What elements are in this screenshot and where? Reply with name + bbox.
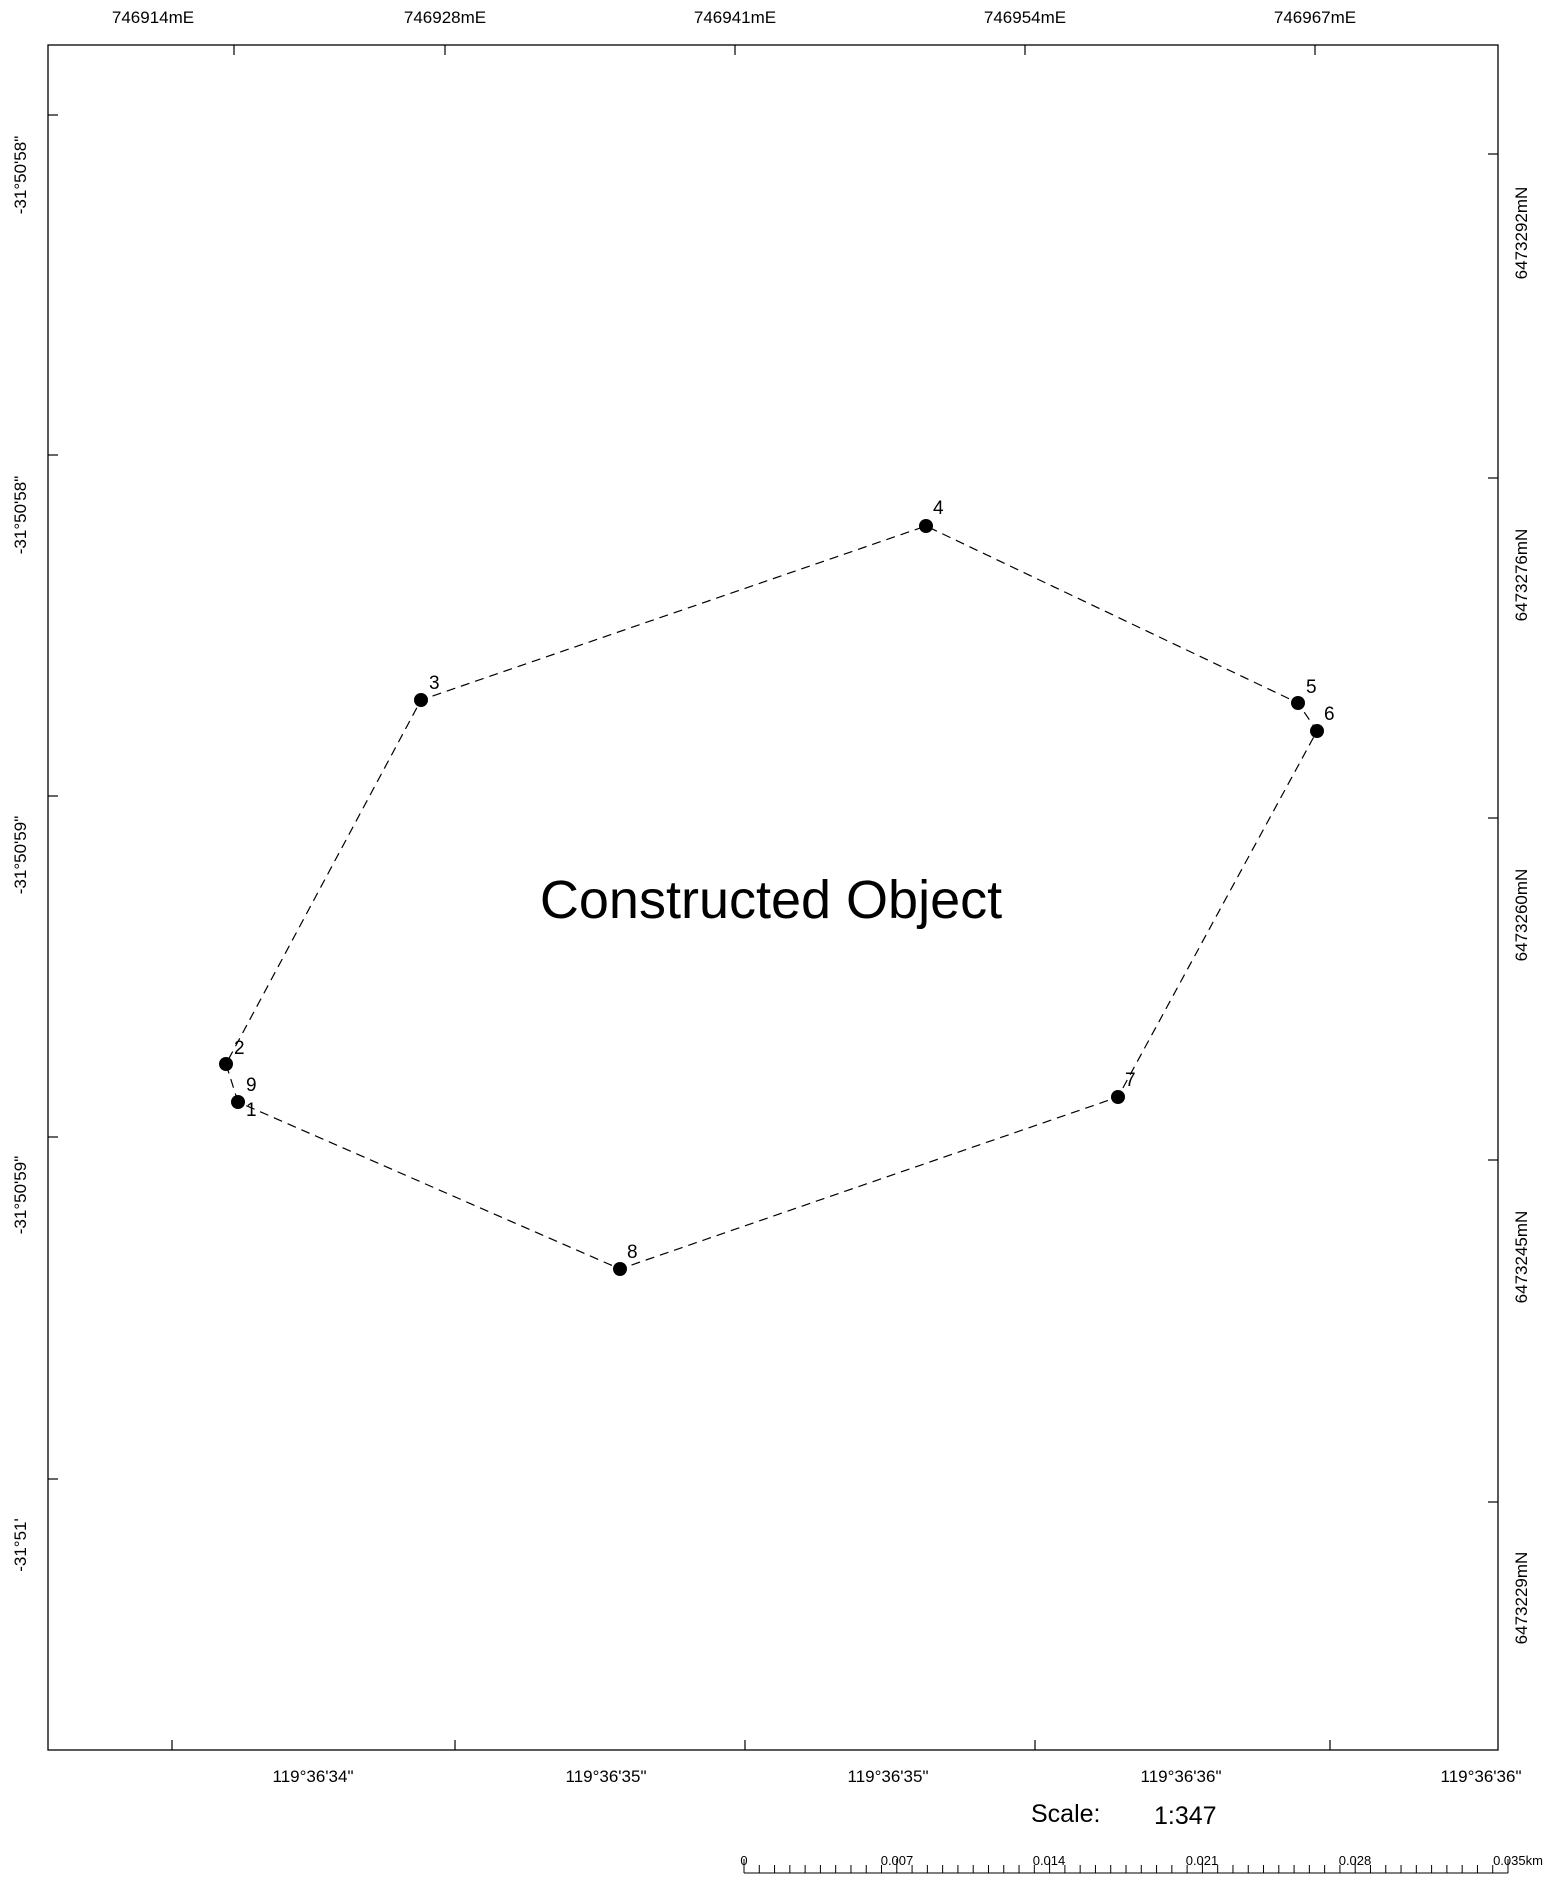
northing-label: 6473260mN: [1512, 869, 1531, 962]
left-latitude-labels: -31°50'58" -31°50'58" -31°50'59" -31°50'…: [11, 136, 30, 1572]
northing-label: 6473229mN: [1512, 1552, 1531, 1645]
northing-label: 6473245mN: [1512, 1211, 1531, 1304]
easting-label: 746928mE: [404, 8, 486, 27]
vertex-point-4[interactable]: [919, 519, 933, 533]
latitude-label: -31°50'59": [11, 1156, 30, 1234]
easting-label: 746914mE: [112, 8, 194, 27]
vertex-label: 4: [933, 498, 944, 519]
latitude-label: -31°50'58": [11, 476, 30, 554]
vertex-label: 3: [429, 673, 440, 694]
vertex-label: 7: [1125, 1070, 1136, 1091]
scale-label: Scale:: [1031, 1800, 1100, 1828]
easting-label: 746954mE: [984, 8, 1066, 27]
northing-label: 6473292mN: [1512, 187, 1531, 280]
vertex-point-7[interactable]: [1111, 1090, 1125, 1104]
longitude-label: 119°36'36": [1441, 1767, 1522, 1786]
latitude-label: -31°51': [11, 1518, 30, 1572]
vertex-label: 2: [234, 1038, 245, 1059]
scale-bar-label: 0.007: [881, 1853, 914, 1868]
vertex-point-8[interactable]: [613, 1262, 627, 1276]
bottom-longitude-labels: 119°36'34" 119°36'35" 119°36'35" 119°36'…: [273, 1767, 1522, 1786]
object-title: Constructed Object: [540, 870, 1002, 930]
vertex-point-1[interactable]: [231, 1095, 245, 1109]
scale-bar-label: 0.035km: [1493, 1853, 1543, 1868]
scale-value: 1:347: [1154, 1802, 1217, 1830]
vertex-label: 8: [627, 1242, 638, 1263]
vertex-label: 1: [246, 1100, 257, 1121]
vertex-point-5[interactable]: [1291, 696, 1305, 710]
scale-bar-label: 0.021: [1186, 1853, 1219, 1868]
vertex-point-3[interactable]: [414, 693, 428, 707]
map-frame: [47, 44, 1499, 1751]
vertex-points: [219, 519, 1324, 1276]
scale-bar-labels: 0 0.007 0.014 0.021 0.028 0.035km: [740, 1853, 1543, 1868]
scale-bar: [743, 1859, 1509, 1874]
top-easting-labels: 746914mE 746928mE 746941mE 746954mE 7469…: [112, 8, 1356, 27]
latitude-label: -31°50'58": [11, 136, 30, 214]
latitude-label: -31°50'59": [11, 816, 30, 894]
scale-bar-label: 0.028: [1339, 1853, 1372, 1868]
scale-bar-label: 0.014: [1033, 1853, 1066, 1868]
vertex-label: 9: [246, 1075, 257, 1096]
easting-label: 746967mE: [1274, 8, 1356, 27]
vertex-label: 5: [1306, 677, 1317, 698]
vertex-labels: 1 2 3 4 5 6 7 8 9: [234, 498, 1335, 1263]
longitude-label: 119°36'35": [566, 1767, 647, 1786]
vertex-point-2[interactable]: [219, 1057, 233, 1071]
vertex-label: 6: [1324, 704, 1335, 725]
longitude-label: 119°36'35": [848, 1767, 929, 1786]
vertex-point-6[interactable]: [1310, 724, 1324, 738]
right-northing-labels: 6473292mN 6473276mN 6473260mN 6473245mN …: [1512, 187, 1531, 1645]
frame-ticks: [48, 45, 1498, 1750]
longitude-label: 119°36'36": [1141, 1767, 1222, 1786]
longitude-label: 119°36'34": [273, 1767, 354, 1786]
easting-label: 746941mE: [694, 8, 776, 27]
scale-bar-label: 0: [740, 1853, 747, 1868]
northing-label: 6473276mN: [1512, 529, 1531, 622]
